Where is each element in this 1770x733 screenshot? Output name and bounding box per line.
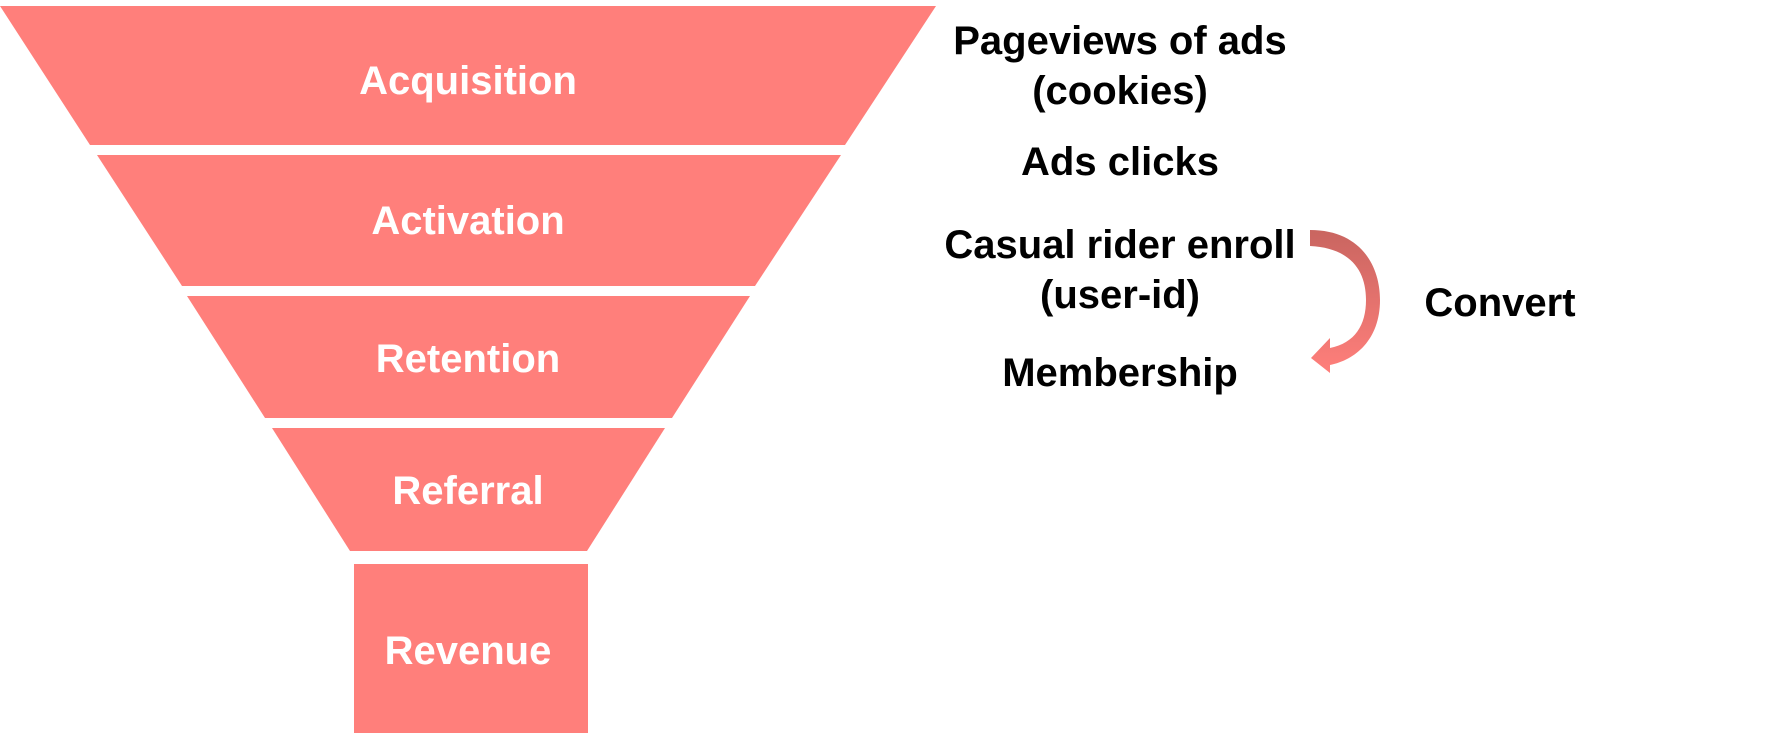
metric-membership: Membership (1002, 351, 1238, 395)
funnel-stage-activation: Activation (97, 155, 841, 286)
funnel-stage-referral: Referral (272, 428, 665, 551)
stage-label-retention: Retention (376, 337, 560, 381)
metric-casual-rider-line2: (user-id) (1040, 273, 1200, 317)
metric-pageviews: Pageviews of ads (cookies) (920, 16, 1320, 116)
stage-label-activation: Activation (371, 199, 564, 243)
metric-casual-rider-line1: Casual rider enroll (944, 223, 1296, 267)
stage-label-revenue: Revenue (385, 629, 552, 673)
metric-pageviews-line1: Pageviews of ads (953, 19, 1287, 63)
funnel-stage-retention: Retention (187, 296, 750, 418)
metric-pageviews-line2: (cookies) (1032, 69, 1208, 113)
stage-label-referral: Referral (392, 469, 543, 513)
convert-label: Convert (1424, 281, 1576, 325)
metric-casual-rider: Casual rider enroll (user-id) (920, 220, 1320, 320)
funnel-stage-acquisition: Acquisition (0, 6, 936, 145)
convert-arrow (1310, 230, 1380, 373)
stage-label-acquisition: Acquisition (359, 59, 577, 103)
metric-ads-clicks: Ads clicks (1021, 140, 1219, 184)
funnel-stage-revenue: Revenue (354, 564, 588, 733)
